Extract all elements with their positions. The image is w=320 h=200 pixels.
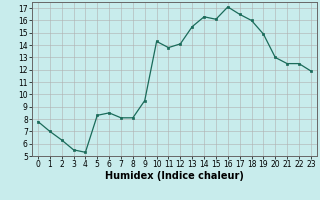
X-axis label: Humidex (Indice chaleur): Humidex (Indice chaleur) — [105, 171, 244, 181]
